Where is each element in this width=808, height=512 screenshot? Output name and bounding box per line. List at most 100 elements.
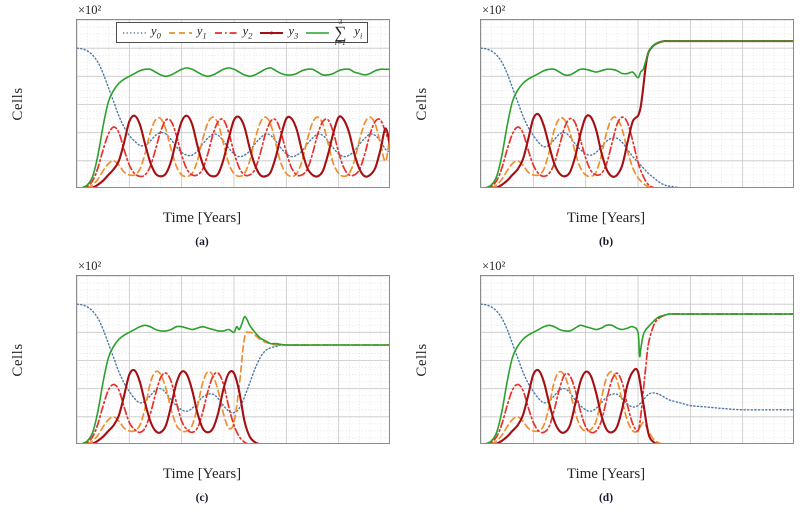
panel-tag-b: (b): [598, 236, 614, 248]
series-marker-y3: [254, 441, 256, 443]
panel-c: Cells ×10² 0204060801001200102030405060 …: [0, 256, 404, 512]
series-line-y0: [481, 47, 681, 187]
legend-label-y2: y2: [242, 24, 253, 41]
series-marker-y3: [584, 370, 587, 373]
panel-tag-a: (a): [195, 236, 209, 248]
series-marker-y3: [201, 162, 204, 165]
series-marker-y3: [128, 120, 131, 123]
series-marker-y3: [222, 387, 225, 390]
series-marker-y3: [626, 141, 629, 144]
series-svg-d: [481, 303, 793, 444]
series-marker-y3: [243, 420, 246, 422]
series-line-y1: [86, 331, 389, 443]
legend-a: y0 y1 y2 y3 ∑ 3 i=1 yi: [116, 16, 369, 47]
series-marker-y3: [212, 427, 214, 429]
series-marker-y3: [647, 432, 650, 435]
series-marker-y3: [658, 443, 660, 444]
series-marker-y3: [521, 414, 524, 417]
y-axis-label-b: Cells: [414, 86, 431, 121]
legend-item-y3: y3: [259, 24, 298, 41]
series-marker-y3: [316, 175, 319, 178]
legend-item-y0: y0: [122, 24, 161, 41]
y-axis-label-d: Cells: [414, 342, 431, 377]
series-marker-y3: [117, 414, 120, 417]
series-marker-y3: [285, 117, 288, 120]
plot-area-c: 0204060801001200102030405060: [76, 275, 390, 444]
legend-label-sum: ∑ 3 i=1 yi: [334, 16, 363, 47]
series-marker-y3: [501, 183, 503, 186]
panel-tag-d: (d): [598, 492, 614, 504]
series-marker-y3: [379, 148, 382, 151]
series-line-y0: [77, 303, 389, 414]
series-marker-y3: [107, 174, 110, 176]
legend-label-y3: y3: [288, 24, 299, 41]
series-marker-y3: [243, 126, 246, 128]
series-marker-y3: [159, 431, 162, 434]
legend-label-y1: y1: [196, 24, 207, 41]
series-marker-y3: [138, 123, 141, 126]
legend-item-y1: y1: [168, 24, 207, 41]
legend-label-y0: y0: [151, 24, 161, 41]
x-axis-label-b: Time [Years]: [566, 210, 646, 226]
series-marker-y3: [563, 175, 566, 178]
series-marker-y3: [138, 380, 141, 383]
grid-svg: [481, 20, 793, 187]
panel-a: Cells ×10² 0204060801001200102030405060 …: [0, 0, 404, 256]
series-marker-y3: [542, 380, 545, 383]
series-marker-y3: [327, 152, 330, 155]
series-marker-y3: [369, 174, 371, 176]
legend-item-sum: ∑ 3 i=1 yi: [305, 16, 363, 47]
grid-svg: [77, 20, 389, 187]
legend-sample-sum: [306, 31, 330, 34]
series-marker-y3: [274, 155, 277, 158]
series-line-y1: [490, 370, 662, 443]
series-line-y2: [83, 118, 389, 187]
series-line-y3: [90, 368, 260, 443]
series-marker-y3: [642, 86, 645, 89]
series-marker-y3: [97, 439, 99, 442]
series-marker-y3: [358, 168, 361, 171]
series-marker-y3: [212, 175, 214, 178]
series-line-y0: [481, 303, 793, 412]
series-svg-c: [77, 303, 389, 443]
series-marker-y3: [170, 404, 173, 407]
series-marker-y3: [511, 430, 514, 432]
series-marker-y3: [626, 383, 629, 386]
x-axis-label-a: Time [Years]: [162, 210, 242, 226]
series-marker-y3: [264, 175, 267, 178]
series-line-y1: [86, 116, 389, 187]
series-marker-y3: [180, 120, 183, 123]
legend-sample-y1: [168, 31, 192, 34]
series-marker-y3: [532, 373, 535, 376]
series-marker-y3: [595, 391, 598, 394]
series-marker-y3: [170, 159, 173, 162]
series-marker-y3: [117, 159, 120, 162]
panel-d: Cells ×10² 0204060801001200102030405060 …: [404, 256, 808, 512]
series-marker-y3: [563, 431, 566, 434]
series-marker-y3: [574, 403, 577, 406]
series-marker-y3: [306, 166, 309, 169]
y-axis-label-c: Cells: [10, 342, 27, 377]
panel-b: Cells ×10² 0204060801001200102030405060 …: [404, 0, 808, 256]
plot-area-a: 0204060801001200102030405060: [76, 19, 390, 188]
series-line-sum: [81, 315, 389, 443]
plot-area-b: 0204060801001200102030405060: [480, 19, 794, 188]
x-axis-label-d: Time [Years]: [566, 466, 646, 482]
y-axis-multiplier-a: ×10²: [78, 3, 102, 17]
series-marker-y3: [501, 439, 503, 442]
series-marker-y3: [97, 183, 99, 186]
series-marker-y3: [159, 175, 162, 178]
series-marker-y3: [574, 155, 577, 158]
series-marker-y3: [605, 428, 608, 431]
series-marker-y3: [637, 370, 639, 373]
series-line-y2: [487, 116, 655, 187]
series-marker-y3: [222, 158, 225, 161]
series-svg-b: [481, 39, 793, 187]
series-line-y3: [494, 39, 793, 187]
series-line-y2: [83, 371, 249, 443]
series-marker-y3: [532, 117, 535, 120]
series-marker-y3: [348, 131, 351, 134]
series-marker-y3: [553, 420, 556, 422]
series-marker-y3: [180, 370, 183, 373]
